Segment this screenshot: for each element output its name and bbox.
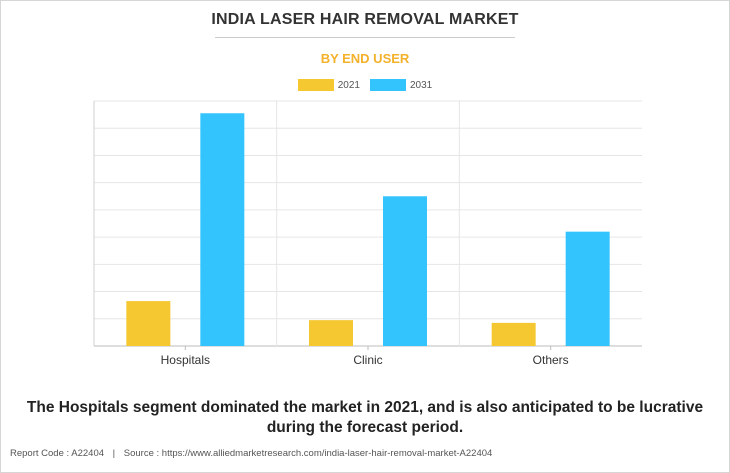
chart-title: INDIA LASER HAIR REMOVAL MARKET bbox=[211, 11, 519, 28]
legend-item-2031[interactable]: 2031 bbox=[370, 79, 432, 91]
legend-item-2021[interactable]: 2021 bbox=[297, 79, 360, 91]
report-code: Report Code : A22404 bbox=[10, 448, 105, 459]
bar-clinic-2021 bbox=[309, 320, 353, 346]
bar-chart: Hospitals Clinic Others bbox=[93, 100, 642, 367]
legend-label-2031: 2031 bbox=[410, 79, 433, 91]
legend-swatch-2031 bbox=[370, 79, 406, 91]
chart-subtitle: BY END USER bbox=[320, 51, 410, 66]
x-tick-label: Others bbox=[533, 353, 569, 367]
bar-clinic-2031 bbox=[383, 196, 427, 346]
x-tick-label: Hospitals bbox=[161, 353, 210, 367]
footer-separator: | bbox=[112, 448, 116, 459]
source-text: Source : https://www.alliedmarketresearc… bbox=[123, 448, 493, 459]
bar-others-2021 bbox=[491, 322, 536, 346]
title-divider bbox=[215, 37, 515, 38]
x-tick-label: Clinic bbox=[353, 353, 382, 367]
legend-swatch-2021 bbox=[297, 79, 334, 91]
bar-hospitals-2031 bbox=[200, 113, 245, 346]
bar-others-2031 bbox=[565, 231, 610, 346]
bar-hospitals-2021 bbox=[126, 301, 171, 346]
footer: Report Code : A22404 | Source : https://… bbox=[10, 448, 492, 459]
chart-legend: 2021 2031 bbox=[0, 79, 730, 91]
legend-label-2021: 2021 bbox=[337, 79, 360, 91]
chart-caption: The Hospitals segment dominated the mark… bbox=[26, 399, 704, 436]
